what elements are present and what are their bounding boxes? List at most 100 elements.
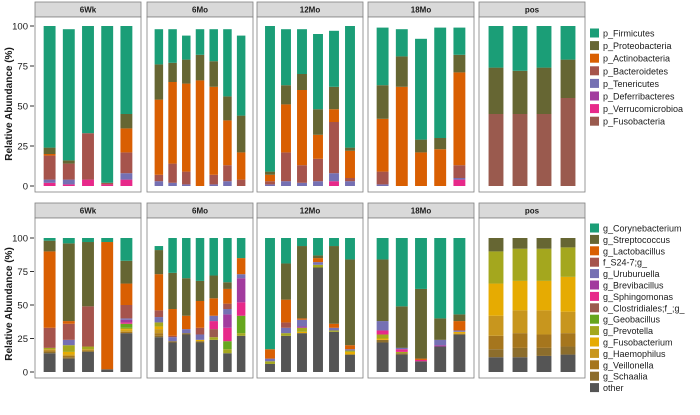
legend-swatch xyxy=(590,28,599,38)
legend-swatch xyxy=(590,314,599,324)
bar-segment xyxy=(43,351,56,354)
legend-label: f_S24-7;g_ xyxy=(603,258,648,268)
facet-strip-label: 12Mo xyxy=(300,6,321,15)
bar-segment xyxy=(297,90,307,166)
legend-label: other xyxy=(603,383,624,393)
bar-segment xyxy=(536,67,552,114)
bar-segment xyxy=(345,351,355,355)
legend-swatch xyxy=(590,234,599,244)
bar-segment xyxy=(43,155,56,180)
bar-segment xyxy=(236,115,246,153)
bar-segment xyxy=(168,309,177,336)
bar-segment xyxy=(154,317,164,323)
legend-label: g_Lactobacillus xyxy=(603,246,666,256)
bar-segment xyxy=(488,349,504,358)
bar-segment xyxy=(236,35,246,116)
bar-segment xyxy=(453,321,466,331)
bar-segment xyxy=(43,347,56,350)
bar-segment xyxy=(329,238,339,247)
facet-strip-label: 12Mo xyxy=(300,207,321,216)
y-axis-title-bottom: Relative Abundance (%) xyxy=(4,247,15,361)
legend-label: p_Verrucomicrobioa xyxy=(603,104,683,114)
bar-segment xyxy=(62,160,75,164)
bar-segment xyxy=(236,238,246,259)
bar-segment xyxy=(82,351,94,372)
bar-segment xyxy=(297,319,307,327)
bar-segment xyxy=(236,179,246,186)
bar-segment xyxy=(154,29,164,65)
bar-segment xyxy=(345,147,355,151)
bar-segment xyxy=(43,179,56,183)
bar-segment xyxy=(453,178,466,180)
bar-segment xyxy=(376,259,389,322)
bar-segment xyxy=(154,310,164,318)
bar-segment xyxy=(488,251,504,284)
bar-segment xyxy=(281,104,291,153)
facet-strip-label: pos xyxy=(525,207,540,216)
bar-segment xyxy=(223,288,232,304)
bar-segment xyxy=(182,333,191,335)
bar-segment xyxy=(120,331,133,334)
bar-segment xyxy=(101,26,114,183)
bar-segment xyxy=(453,314,466,322)
bar-segment xyxy=(281,152,291,182)
bar-segment xyxy=(313,158,323,182)
bar-segment xyxy=(223,181,232,186)
bar-segment xyxy=(488,357,504,372)
bar-segment xyxy=(209,275,218,299)
bar-segment xyxy=(209,298,218,316)
bar-segment xyxy=(154,99,164,175)
bar-segment xyxy=(82,242,94,307)
bar-segment xyxy=(297,327,307,332)
bar-segment xyxy=(329,122,339,174)
bar-segment xyxy=(560,238,576,248)
bar-segment xyxy=(62,184,75,186)
bar-segment xyxy=(488,238,504,252)
bar-segment xyxy=(154,274,164,311)
bar-segment xyxy=(195,341,205,343)
bar-segment xyxy=(395,353,408,355)
bar-segment xyxy=(223,309,232,315)
bar-segment xyxy=(415,359,427,362)
bar-segment xyxy=(488,335,504,350)
legend-label: p_Tenericutes xyxy=(603,79,660,89)
bar-segment xyxy=(168,341,177,343)
bar-segment xyxy=(43,26,56,148)
bar-segment xyxy=(313,109,323,135)
bar-segment xyxy=(43,353,56,372)
bar-segment xyxy=(209,339,218,372)
bar-segment xyxy=(101,184,114,186)
bar-segment xyxy=(488,67,504,114)
bar-segment xyxy=(376,171,389,185)
bar-segment xyxy=(195,54,205,81)
bar-segment xyxy=(236,258,246,275)
bar-segment xyxy=(120,152,133,174)
bar-segment xyxy=(223,353,232,372)
bar-segment xyxy=(120,319,133,323)
bar-segment xyxy=(376,118,389,172)
bar-segment xyxy=(120,318,133,320)
bar-segment xyxy=(488,114,504,186)
bar-segment xyxy=(236,278,246,303)
facet-strip-label: 6Mo xyxy=(192,6,208,15)
bar-segment xyxy=(120,283,133,305)
bar-segment xyxy=(281,181,291,186)
legend-label: g_Sphingomonas xyxy=(603,292,674,302)
bar-segment xyxy=(560,276,576,312)
legend-swatch xyxy=(590,348,599,358)
bar-segment xyxy=(560,59,576,98)
facet-strip-label: 6Mo xyxy=(192,207,208,216)
legend-swatch xyxy=(590,269,599,279)
bar-segment xyxy=(297,165,307,183)
bar-segment xyxy=(281,333,291,336)
bar-segment xyxy=(453,330,466,332)
bar-segment xyxy=(182,59,191,84)
bar-segment xyxy=(82,26,94,134)
bar-segment xyxy=(415,238,427,289)
bar-segment xyxy=(182,184,191,186)
bar-segment xyxy=(195,29,205,55)
bar-segment xyxy=(120,330,133,332)
legend-label: g_Corynebacterium xyxy=(603,224,682,234)
bar-segment xyxy=(182,334,191,372)
bar-segment xyxy=(154,322,164,327)
